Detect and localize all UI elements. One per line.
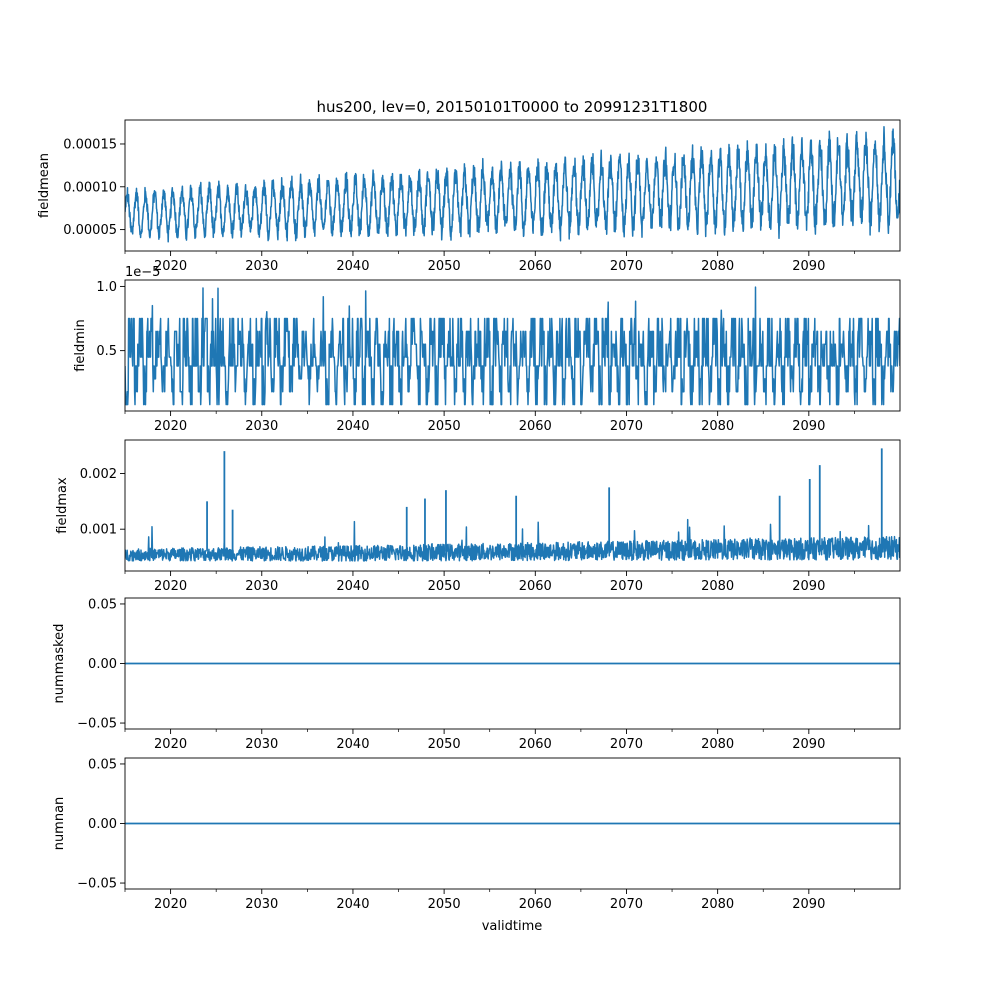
x-tick-label-nummasked-4: 2060 — [519, 737, 552, 752]
y-axis-label-fieldmax: fieldmax — [55, 477, 70, 534]
y-tick-label-fieldmax-0: 0.001 — [80, 523, 117, 538]
x-tick-label-nummasked-3: 2050 — [428, 737, 461, 752]
x-tick-label-fieldmax-0: 2020 — [154, 579, 187, 594]
series-line-fieldmean — [125, 126, 900, 243]
panel-nummasked: 2020 2030 2040 2050 2060 2070 2080 2090 −0.05 0.0… — [52, 597, 901, 752]
y-tick-label-numnan-2: 0.05 — [88, 757, 117, 772]
x-tick-label-fieldmin-6: 2080 — [701, 419, 734, 434]
x-tick-label-numnan-5: 2070 — [610, 897, 643, 912]
x-tick-label-fieldmin-0: 2020 — [154, 419, 187, 434]
x-tick-label-fieldmin-5: 2070 — [610, 419, 643, 434]
x-tick-label-nummasked-0: 2020 — [154, 737, 187, 752]
x-tick-label-nummasked-2: 2040 — [336, 737, 369, 752]
x-tick-label-fieldmean-5: 2070 — [610, 259, 643, 274]
x-tick-label-numnan-4: 2060 — [519, 897, 552, 912]
y-axis-label-nummasked: nummasked — [52, 624, 67, 704]
x-tick-label-fieldmax-3: 2050 — [428, 579, 461, 594]
y-tick-label-fieldmean-0: 0.00005 — [63, 223, 117, 238]
axes-frame-fieldmin — [124, 279, 901, 412]
y-axis-label-numnan: numnan — [52, 797, 67, 851]
panel-fieldmean: 2020 2030 2040 2050 2060 2070 2080 2090 0.00005 0… — [37, 119, 901, 274]
x-tick-label-fieldmean-0: 2020 — [154, 259, 187, 274]
x-tick-label-numnan-0: 2020 — [154, 897, 187, 912]
y-tick-label-fieldmin-1: 1.0 — [96, 280, 117, 295]
x-tick-label-numnan-2: 2040 — [336, 897, 369, 912]
x-tick-label-nummasked-1: 2030 — [245, 737, 278, 752]
y-axis-label-fieldmin: fieldmin — [73, 319, 88, 372]
x-tick-label-numnan-7: 2090 — [792, 897, 825, 912]
offset-text-fieldmin: 1e−5 — [125, 265, 160, 280]
x-tick-label-fieldmax-6: 2080 — [701, 579, 734, 594]
panel-fieldmax: 2020 2030 2040 2050 2060 2070 2080 2090 0.001 0.0… — [55, 439, 901, 594]
y-tick-label-fieldmean-1: 0.00010 — [63, 180, 117, 195]
x-tick-label-fieldmax-7: 2090 — [792, 579, 825, 594]
y-tick-label-fieldmax-1: 0.002 — [80, 467, 117, 482]
x-tick-label-fieldmean-7: 2090 — [792, 259, 825, 274]
x-tick-label-fieldmean-3: 2050 — [428, 259, 461, 274]
axes-frame-fieldmax — [124, 439, 901, 572]
x-tick-label-fieldmean-6: 2080 — [701, 259, 734, 274]
series-line-fieldmax — [125, 518, 900, 562]
x-tick-label-fieldmin-3: 2050 — [428, 419, 461, 434]
subplot-stack: 2020 2030 2040 2050 2060 2070 2080 2090 0.00005 0… — [37, 119, 901, 912]
x-tick-label-fieldmax-5: 2070 — [610, 579, 643, 594]
chart-title: hus200, lev=0, 20150101T0000 to 20991231… — [317, 98, 708, 116]
x-tick-label-numnan-3: 2050 — [428, 897, 461, 912]
panel-fieldmin: 2020 2030 2040 2050 2060 2070 2080 2090 0.5 1.0 fi… — [73, 265, 901, 434]
y-tick-label-nummasked-0: −0.05 — [77, 717, 117, 732]
x-tick-label-numnan-6: 2080 — [701, 897, 734, 912]
x-tick-label-fieldmin-2: 2040 — [336, 419, 369, 434]
x-tick-label-fieldmean-1: 2030 — [245, 259, 278, 274]
x-tick-label-fieldmin-1: 2030 — [245, 419, 278, 434]
x-axis-label: validtime — [482, 919, 543, 934]
x-tick-label-fieldmax-4: 2060 — [519, 579, 552, 594]
x-tick-label-nummasked-7: 2090 — [792, 737, 825, 752]
y-tick-label-fieldmin-0: 0.5 — [96, 344, 117, 359]
y-tick-label-nummasked-1: 0.00 — [88, 657, 117, 672]
x-tick-label-nummasked-5: 2070 — [610, 737, 643, 752]
x-tick-label-nummasked-6: 2080 — [701, 737, 734, 752]
y-axis-label-fieldmean: fieldmean — [37, 153, 52, 218]
y-tick-label-numnan-0: −0.05 — [77, 877, 117, 892]
x-tick-label-fieldmin-7: 2090 — [792, 419, 825, 434]
x-tick-label-fieldmin-4: 2060 — [519, 419, 552, 434]
y-tick-label-nummasked-2: 0.05 — [88, 597, 117, 612]
panel-numnan: 2020 2030 2040 2050 2060 2070 2080 2090 −0.05 0.0… — [52, 757, 901, 912]
x-tick-label-fieldmean-2: 2040 — [336, 259, 369, 274]
x-tick-label-numnan-1: 2030 — [245, 897, 278, 912]
axes-frame-fieldmean — [124, 119, 901, 252]
x-tick-label-fieldmax-2: 2040 — [336, 579, 369, 594]
y-tick-label-fieldmean-2: 0.00015 — [63, 137, 117, 152]
x-tick-label-fieldmax-1: 2030 — [245, 579, 278, 594]
series-line-fieldmin — [125, 286, 900, 406]
y-tick-label-numnan-1: 0.00 — [88, 817, 117, 832]
x-tick-label-fieldmean-4: 2060 — [519, 259, 552, 274]
